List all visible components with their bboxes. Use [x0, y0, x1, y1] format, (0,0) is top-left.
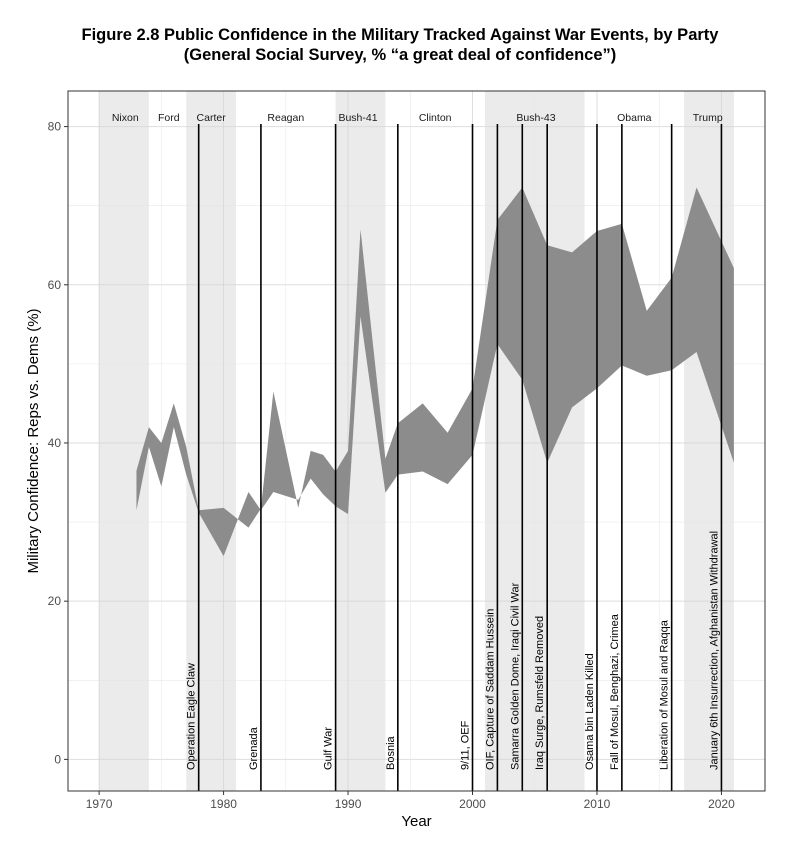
event-label: Grenada: [248, 726, 260, 770]
event-label: Fall of Mosul, Benghazi, Crimea: [609, 613, 621, 770]
x-tick-label: 2020: [708, 797, 735, 811]
presidency-label: Carter: [197, 112, 227, 124]
presidency-label: Bush-43: [516, 112, 555, 124]
event-label: Samarra Golden Dome, Iraqi Civil War: [509, 582, 521, 770]
presidency-label: Ford: [158, 112, 180, 124]
x-axis-title: Year: [401, 813, 431, 830]
event-label: January 6th Insurrection, Afghanistan Wi…: [708, 531, 720, 770]
y-tick-label: 20: [48, 594, 62, 608]
y-tick-label: 60: [48, 278, 62, 292]
confidence-ribbon: [136, 187, 734, 557]
presidency-label: Obama: [617, 112, 652, 124]
event-label: Gulf War: [323, 727, 335, 770]
chart-subtitle: (General Social Survey, % “a great deal …: [183, 46, 617, 64]
y-tick-label: 0: [54, 752, 61, 766]
event-label: 9/11, OEF: [460, 720, 472, 770]
presidency-shade: [99, 91, 149, 791]
event-label: Liberation of Mosul and Raqqa: [659, 619, 671, 770]
chart-title: Figure 2.8 Public Confidence in the Mili…: [81, 26, 719, 44]
axes: 0 20 40 60 80 1970 1980 1990 2000 2010 2020: [48, 120, 735, 811]
x-tick-label: 1990: [335, 797, 362, 811]
y-tick-label: 40: [48, 436, 62, 450]
event-label: Bosnia: [385, 735, 397, 770]
presidency-labels: Nixon Ford Carter Reagan Bush-41 Clinton Bush-…: [112, 112, 723, 124]
x-tick-label: 2010: [584, 797, 611, 811]
presidency-label: Clinton: [419, 112, 452, 124]
presidency-shade: [186, 91, 237, 791]
event-label: Osama bin Laden Killed: [584, 653, 596, 770]
presidency-label: Reagan: [267, 112, 304, 124]
x-tick-label: 1970: [86, 797, 113, 811]
plot-border: [67, 90, 766, 792]
event-label: Operation Eagle Claw: [186, 663, 198, 770]
x-tick-label: 2000: [459, 797, 486, 811]
event-labels: Operation Eagle Claw Grenada Gulf War Bosni…: [186, 531, 721, 770]
presidency-label: Trump: [693, 112, 723, 124]
event-label: Iraq Surge, Rumsfeld Removed: [534, 616, 546, 770]
x-tick-label: 1980: [210, 797, 237, 811]
presidency-shade: [335, 91, 386, 791]
event-label: OIF, Capture of Saddam Hussein: [484, 609, 496, 770]
presidency-label: Bush-41: [338, 112, 377, 124]
presidency-label: Nixon: [112, 112, 139, 124]
event-lines: [197, 124, 723, 791]
y-tick-label: 80: [48, 120, 62, 134]
y-axis-title: Military Confidence: Reps vs. Dems (%): [25, 308, 42, 573]
